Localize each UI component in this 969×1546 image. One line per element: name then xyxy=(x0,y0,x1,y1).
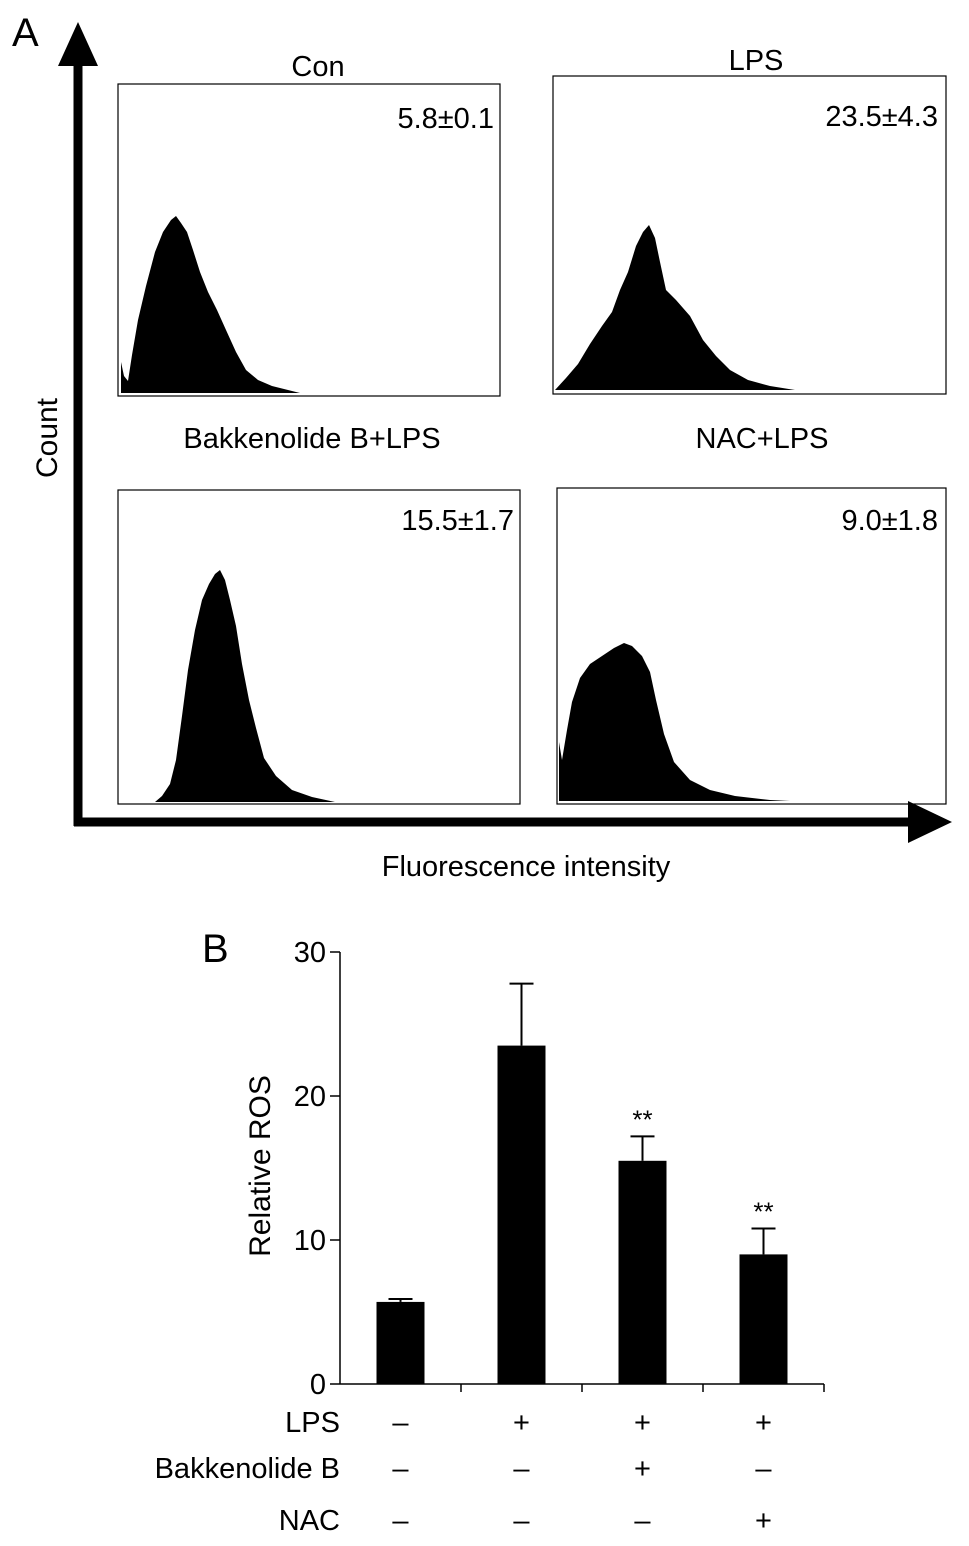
y-tick-label: 30 xyxy=(294,937,326,969)
treatment-row-label: LPS xyxy=(285,1407,340,1439)
y-axis-label: Relative ROS xyxy=(244,1075,277,1257)
fluorescence-axis-arrow-icon xyxy=(908,801,952,843)
histogram-title-lps: LPS xyxy=(729,45,784,77)
significance-annotation: ** xyxy=(753,1196,773,1226)
significance-annotation: ** xyxy=(632,1104,652,1134)
histogram-value-con: 5.8±0.1 xyxy=(397,103,494,135)
treatment-mark: – xyxy=(634,1505,651,1537)
bar-chart: 0 10 20 30 ** ** LPS – + + + Bakkenolide B – – + – NAC – –… xyxy=(155,937,825,1537)
treatment-row-label: Bakkenolide B xyxy=(155,1453,340,1485)
count-axis-label: Count xyxy=(31,397,64,478)
treatment-mark: + xyxy=(634,1407,651,1439)
panel-b: B Relative ROS 0 10 20 30 ** ** LPS – + + + Bakkeno… xyxy=(155,927,825,1537)
histogram-frame-lps xyxy=(552,75,947,395)
histogram-title-nac-lps: NAC+LPS xyxy=(696,423,829,455)
bar xyxy=(618,1160,667,1384)
treatment-mark: – xyxy=(392,1453,409,1485)
treatment-row-label: NAC xyxy=(279,1505,340,1537)
histogram-con xyxy=(121,216,300,393)
panel-b-letter: B xyxy=(202,927,229,971)
bar xyxy=(739,1254,788,1384)
treatment-mark: + xyxy=(755,1407,772,1439)
treatment-mark: – xyxy=(513,1453,530,1485)
histogram-title-bakkenolide-lps: Bakkenolide B+LPS xyxy=(183,423,440,455)
treatment-mark: – xyxy=(392,1407,409,1439)
histogram-nac-lps xyxy=(559,643,790,801)
treatment-mark: + xyxy=(513,1407,530,1439)
histogram-frame-bakkenolide-lps xyxy=(117,489,521,805)
histogram-frame-con xyxy=(117,83,501,397)
y-tick-label: 10 xyxy=(294,1225,326,1257)
treatment-mark: – xyxy=(513,1505,530,1537)
panel-a-letter: A xyxy=(12,11,39,55)
histogram-value-lps: 23.5±4.3 xyxy=(825,101,938,133)
treatment-mark: – xyxy=(392,1505,409,1537)
histogram-value-nac-lps: 9.0±1.8 xyxy=(841,505,938,537)
bar xyxy=(497,1045,546,1384)
histogram-value-bakkenolide-lps: 15.5±1.7 xyxy=(401,505,514,537)
treatment-mark: + xyxy=(755,1505,772,1537)
bar xyxy=(376,1301,425,1384)
histogram-title-con: Con xyxy=(291,51,344,83)
treatment-mark: – xyxy=(755,1453,772,1485)
histogram-frame-nac-lps xyxy=(556,487,947,805)
histogram-lps xyxy=(555,225,795,390)
fluorescence-axis-label: Fluorescence intensity xyxy=(382,851,671,883)
histogram-bakkenolide-lps xyxy=(155,570,335,802)
treatment-mark: + xyxy=(634,1453,651,1485)
y-tick-label: 20 xyxy=(294,1081,326,1113)
y-tick-label: 0 xyxy=(310,1369,326,1401)
panel-a: A Count Fluorescence intensity Con LPS B… xyxy=(12,11,952,883)
count-axis-arrow-icon xyxy=(58,22,98,66)
